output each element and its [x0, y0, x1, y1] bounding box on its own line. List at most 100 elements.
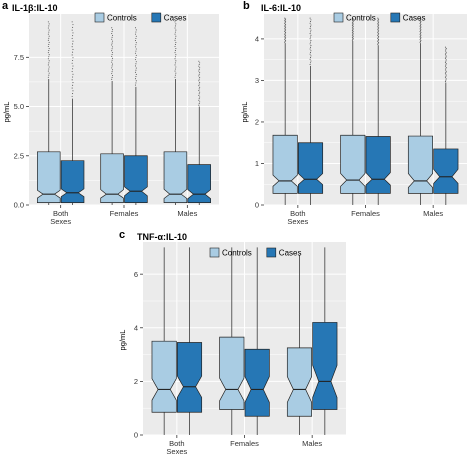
- outlier-point: [419, 22, 422, 24]
- outlier-point: [72, 32, 74, 34]
- outlier-point: [377, 35, 379, 37]
- outlier-point: [377, 22, 379, 24]
- outlier-point: [419, 17, 421, 19]
- outlier-point: [199, 86, 201, 88]
- outlier-point: [72, 68, 74, 70]
- outlier-point: [420, 23, 422, 25]
- legend-label-cases: Cases: [279, 249, 302, 258]
- y-tick-label: 4: [255, 35, 259, 44]
- outlier-point: [175, 23, 177, 25]
- outlier-point: [420, 21, 422, 23]
- outlier-point: [72, 82, 74, 84]
- outlier-point: [135, 80, 137, 82]
- legend-swatch-controls: [209, 247, 220, 258]
- outlier-point: [47, 27, 49, 29]
- outlier-point: [72, 59, 74, 62]
- outlier-point: [445, 72, 447, 74]
- outlier-point: [135, 44, 137, 46]
- outlier-point: [378, 38, 380, 41]
- y-tick-label: 0: [134, 431, 138, 440]
- outlier-point: [111, 71, 113, 73]
- outlier-point: [175, 47, 177, 50]
- outlier-point: [309, 22, 311, 24]
- outlier-point: [419, 30, 422, 32]
- legend-swatch-controls: [94, 12, 105, 23]
- outlier-point: [352, 23, 354, 25]
- x-tick-label: Both Sexes: [287, 209, 308, 226]
- outlier-point: [309, 43, 311, 45]
- box-controls-1: [340, 17, 366, 205]
- outlier-point: [310, 29, 312, 31]
- outlier-point: [309, 27, 311, 29]
- outlier-point: [111, 59, 113, 61]
- outlier-point: [419, 35, 422, 37]
- outlier-point: [111, 40, 114, 42]
- outlier-point: [174, 74, 176, 76]
- outlier-point: [445, 70, 447, 72]
- outlier-point: [377, 31, 379, 33]
- outlier-point: [71, 46, 73, 48]
- y-tick-label: 0: [255, 201, 259, 210]
- panel-title: IL-1β:IL-10: [12, 3, 58, 13]
- outlier-point: [352, 21, 354, 23]
- outlier-point: [309, 36, 312, 38]
- outlier-point: [174, 56, 176, 58]
- legend-label-controls: Controls: [222, 249, 252, 258]
- outlier-point: [309, 33, 311, 35]
- outlier-point: [444, 77, 446, 79]
- outlier-point: [199, 91, 201, 93]
- outlier-point: [111, 44, 113, 46]
- notched-box: [100, 153, 124, 203]
- outlier-point: [198, 98, 200, 100]
- outlier-point: [310, 60, 312, 62]
- outlier-point: [174, 68, 176, 70]
- outlier-point: [111, 31, 113, 33]
- outlier-point: [71, 95, 73, 97]
- notched-box: [272, 134, 298, 194]
- outlier-point: [174, 45, 176, 48]
- outlier-point: [174, 52, 176, 54]
- outlier-point: [135, 67, 137, 69]
- outlier-point: [199, 81, 201, 83]
- box-cases-2: [312, 247, 338, 435]
- box-cases-0: [60, 21, 85, 205]
- outlier-point: [71, 62, 73, 64]
- outlier-point: [198, 104, 200, 106]
- y-tick-label: 2: [255, 118, 259, 127]
- outlier-point: [285, 37, 287, 39]
- outlier-point: [445, 56, 447, 58]
- outlier-point: [48, 54, 50, 56]
- outlier-point: [310, 24, 312, 26]
- y-tick-label: 0.0: [14, 201, 24, 210]
- outlier-point: [72, 35, 74, 37]
- legend-swatch-cases: [151, 12, 162, 23]
- outlier-point: [174, 64, 176, 66]
- outlier-point: [310, 34, 312, 36]
- outlier-point: [352, 31, 354, 33]
- outlier-point: [199, 67, 201, 69]
- legend: Controls Cases: [94, 12, 186, 23]
- x-tick-label: Females: [110, 209, 139, 218]
- notched-box: [163, 151, 188, 203]
- outlier-point: [420, 37, 422, 39]
- y-tick-label: 2: [134, 377, 138, 386]
- outlier-point: [71, 79, 73, 81]
- outlier-point: [72, 73, 74, 75]
- outlier-point: [198, 85, 200, 87]
- legend-swatch-controls: [333, 12, 344, 23]
- outlier-point: [174, 31, 176, 33]
- outlier-point: [111, 52, 114, 54]
- outlier-point: [135, 42, 137, 44]
- outlier-point: [111, 34, 114, 36]
- box-controls-1: [219, 247, 245, 435]
- notched-box: [124, 155, 148, 203]
- outlier-point: [175, 41, 177, 43]
- outlier-point: [111, 46, 114, 48]
- outlier-point: [352, 20, 354, 22]
- box-cases-1: [124, 27, 148, 205]
- outlier-point: [175, 29, 177, 31]
- outlier-point: [71, 54, 73, 56]
- outlier-point: [135, 63, 137, 65]
- notched-box: [176, 342, 203, 413]
- outlier-point: [175, 72, 177, 74]
